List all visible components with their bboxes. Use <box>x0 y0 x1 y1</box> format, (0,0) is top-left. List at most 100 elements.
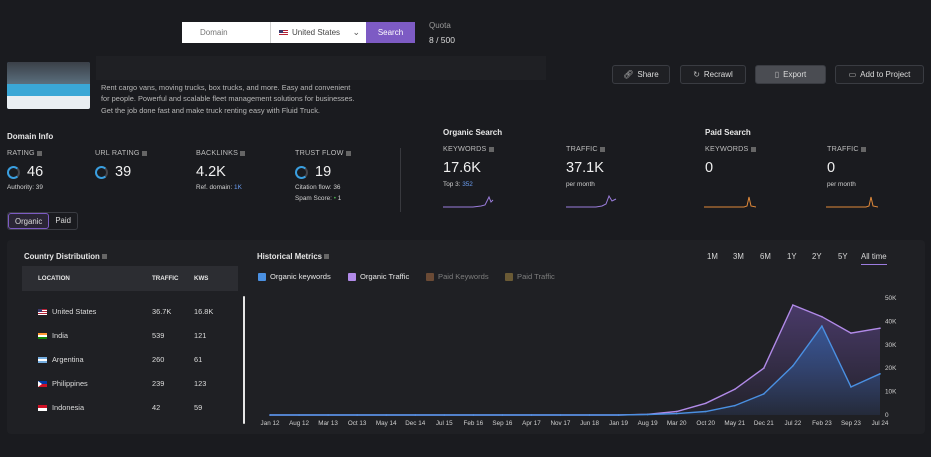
site-description-line: Get the job done fast and make truck ren… <box>101 105 320 115</box>
data-point <box>588 414 591 416</box>
export-button[interactable]: ▯ Export <box>755 65 826 84</box>
x-tick-label: Sep 16 <box>492 420 512 427</box>
legend-paid-traffic[interactable]: Paid Traffic <box>505 272 555 281</box>
backlinks-label: BACKLINKS <box>196 148 246 157</box>
citation-flow-text: Citation flow: 36 <box>295 184 341 191</box>
table-scrollbar[interactable] <box>243 296 245 424</box>
data-point <box>733 404 736 407</box>
row-country: United States <box>52 307 97 316</box>
share-label: Share <box>637 70 659 79</box>
data-point <box>298 414 300 416</box>
add-to-project-button[interactable]: ▭ Add to Project <box>835 65 924 84</box>
table-row[interactable]: Indonesia 42 59 <box>22 401 238 415</box>
organic-traffic-label: TRAFFIC <box>566 144 605 153</box>
legend-organic-keywords[interactable]: Organic keywords <box>258 272 331 281</box>
paid-traffic-label: TRAFFIC <box>827 144 866 153</box>
legend-paid-keywords[interactable]: Paid Keywords <box>426 272 489 281</box>
quota-value: 8 / 500 <box>429 35 455 45</box>
share-button[interactable]: 🔗︎ Share <box>612 65 670 84</box>
checkbox-checked-icon <box>348 272 356 281</box>
india-flag-icon <box>38 333 47 339</box>
paid-traffic-value: 0 <box>827 160 836 176</box>
trust-flow-value: 19 <box>295 164 331 180</box>
chevron-down-icon: ⌄ <box>352 27 360 37</box>
domain-info-title: Domain Info <box>7 132 54 141</box>
x-tick-label: Apr 17 <box>522 420 541 427</box>
row-country: Argentina <box>52 355 84 364</box>
table-row[interactable]: Argentina 260 61 <box>22 353 238 367</box>
data-point <box>763 367 765 369</box>
info-icon <box>101 254 107 260</box>
table-row[interactable]: United States 36.7K 16.8K <box>22 305 238 319</box>
checkbox-checked-icon <box>258 272 266 281</box>
us-flag-icon <box>279 29 288 36</box>
column-header-kws: KWS <box>194 275 209 282</box>
row-kws: 61 <box>194 355 203 364</box>
checkbox-unchecked-icon <box>505 272 513 281</box>
y-tick-label: 50K <box>885 295 897 302</box>
data-point <box>385 414 387 416</box>
data-point <box>879 373 881 375</box>
range-2y[interactable]: 2Y <box>812 252 822 261</box>
data-point <box>704 410 707 413</box>
info-icon <box>860 146 866 152</box>
x-tick-label: Oct 20 <box>696 420 715 427</box>
data-point <box>733 388 736 391</box>
series-area-organic-keywords <box>270 326 880 415</box>
range-6m[interactable]: 6M <box>760 252 771 261</box>
data-point <box>356 414 358 416</box>
range-3m[interactable]: 3M <box>733 252 744 261</box>
tab-paid[interactable]: Paid <box>55 216 71 225</box>
row-kws: 123 <box>194 379 207 388</box>
table-row[interactable]: Philippines 239 123 <box>22 377 238 391</box>
data-point <box>879 327 881 329</box>
site-thumbnail <box>7 62 90 109</box>
x-tick-label: Mar 20 <box>667 420 687 427</box>
row-country: India <box>52 331 69 340</box>
info-icon <box>599 146 605 152</box>
recrawl-label: Recrawl <box>703 70 733 79</box>
quota-label: Quota <box>429 21 451 30</box>
range-all-time[interactable]: All time <box>861 252 887 265</box>
refresh-icon: ↻ <box>693 70 700 79</box>
philippines-flag-icon <box>38 381 47 387</box>
data-point <box>327 414 329 416</box>
info-icon <box>750 146 756 152</box>
organic-traffic-sub: per month <box>566 181 595 188</box>
x-tick-label: Jan 19 <box>609 420 628 427</box>
data-point <box>414 414 417 416</box>
search-button[interactable]: Search <box>366 22 415 43</box>
spam-score-text: Spam Score: • 1 <box>295 195 342 202</box>
x-tick-label: Nov 17 <box>550 420 570 427</box>
legend-organic-traffic[interactable]: Organic Traffic <box>348 272 409 281</box>
data-point <box>530 414 533 416</box>
rating-value: 46 <box>7 164 43 180</box>
data-point <box>792 365 794 367</box>
argentina-flag-icon <box>38 357 47 363</box>
domain-input[interactable] <box>182 22 270 43</box>
site-description: Rent cargo vans, moving trucks, box truc… <box>101 82 401 116</box>
table-row[interactable]: India 539 121 <box>22 329 238 343</box>
recrawl-button[interactable]: ↻ Recrawl <box>680 65 746 84</box>
data-point <box>792 304 794 306</box>
range-1m[interactable]: 1M <box>707 252 718 261</box>
y-tick-label: 10K <box>885 389 897 396</box>
range-5y[interactable]: 5Y <box>838 252 848 261</box>
row-traffic: 239 <box>152 379 165 388</box>
row-traffic: 36.7K <box>152 307 172 316</box>
tab-organic[interactable]: Organic <box>8 213 50 229</box>
country-select[interactable]: United States ⌄ <box>270 22 366 43</box>
x-tick-label: Jul 22 <box>784 420 801 427</box>
info-icon <box>345 150 351 156</box>
url-rating-label: URL RATING <box>95 148 147 157</box>
bookmark-icon: ▭ <box>848 70 857 79</box>
range-1y[interactable]: 1Y <box>787 252 797 261</box>
data-point <box>501 414 504 416</box>
x-tick-label: May 14 <box>376 420 397 427</box>
site-description-line: Rent cargo vans, moving trucks, box truc… <box>101 83 351 92</box>
data-point <box>850 386 852 388</box>
data-point <box>675 412 678 415</box>
checkbox-unchecked-icon <box>426 272 434 281</box>
site-description-line: for people. Powerful and scalable fleet … <box>101 94 355 104</box>
country-distribution-title: Country Distribution <box>24 252 107 261</box>
